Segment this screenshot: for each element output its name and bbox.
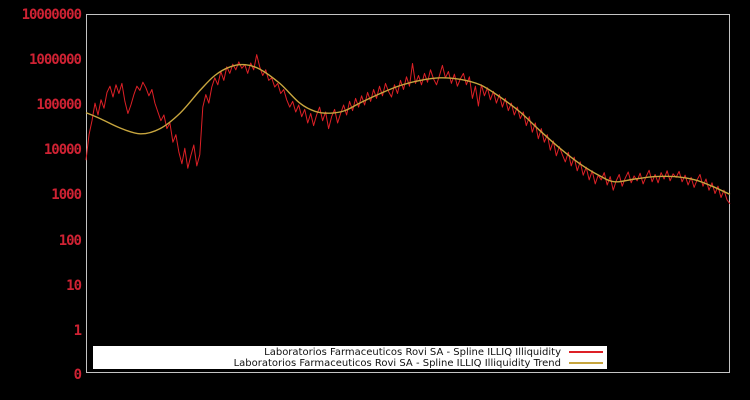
trend-line bbox=[85, 63, 731, 196]
legend-line-sample-illiquidity bbox=[569, 351, 603, 353]
plot-border bbox=[86, 14, 730, 373]
legend-label-trend: Laboratorios Farmaceuticos Rovi SA - Spl… bbox=[233, 357, 561, 369]
legend-row-illiquidity: Laboratorios Farmaceuticos Rovi SA - Spl… bbox=[93, 347, 607, 358]
legend-row-trend: Laboratorios Farmaceuticos Rovi SA - Spl… bbox=[93, 358, 607, 369]
legend-label-illiquidity: Laboratorios Farmaceuticos Rovi SA - Spl… bbox=[264, 346, 561, 358]
legend-line-sample-trend bbox=[569, 362, 603, 364]
legend: Laboratorios Farmaceuticos Rovi SA - Spl… bbox=[93, 346, 607, 369]
illiquidity-line bbox=[85, 54, 731, 205]
